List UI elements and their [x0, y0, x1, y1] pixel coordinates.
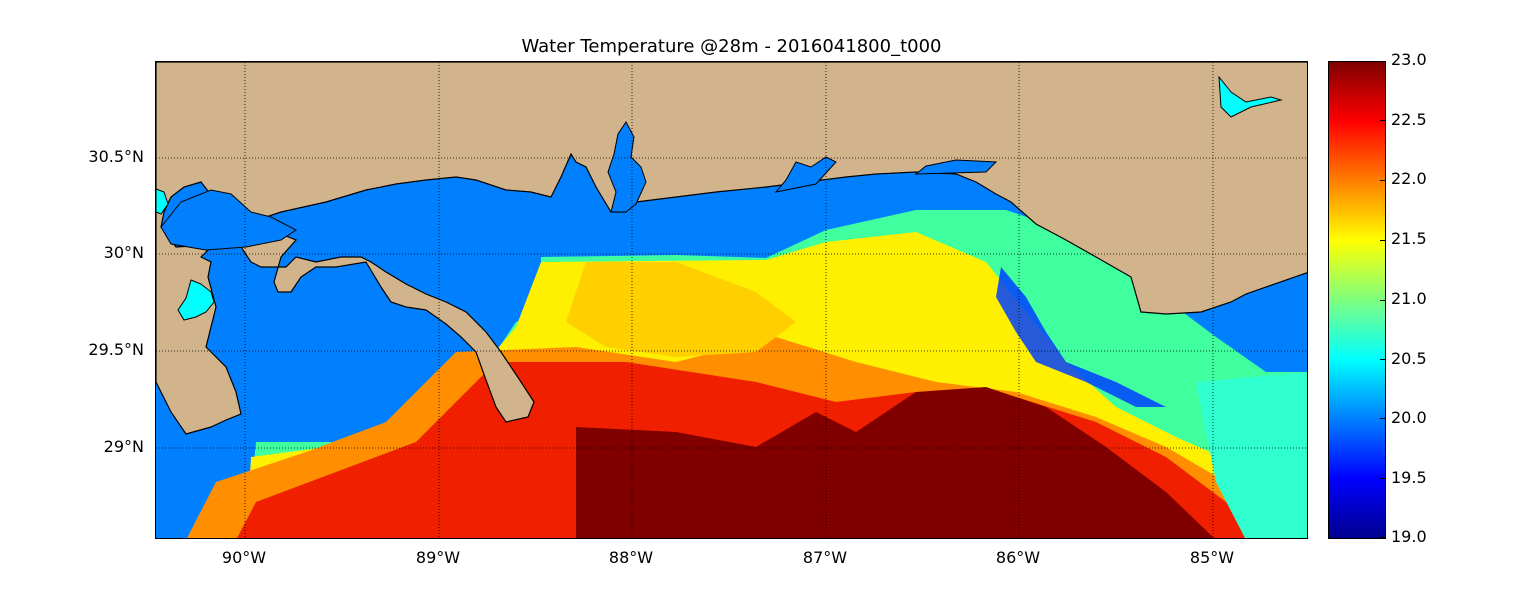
colorbar-tick	[1380, 61, 1386, 62]
colorbar-tick	[1380, 418, 1386, 419]
colorbar-label-22.5: 22.5	[1391, 110, 1427, 129]
map-title: Water Temperature @28m - 2016041800_t000	[521, 36, 942, 57]
temp-band-cool-strip	[996, 267, 1166, 407]
colorbar-tick	[1380, 300, 1386, 301]
mobile-bay	[607, 121, 647, 213]
colorbar-tick	[1380, 537, 1386, 538]
colorbar	[1328, 61, 1386, 539]
colorbar-tick	[1380, 478, 1386, 479]
colorbar-label-20.5: 20.5	[1391, 349, 1427, 368]
temperature-map	[156, 62, 1307, 538]
lon-label-86w: 86°W	[995, 548, 1041, 567]
colorbar-label-20.0: 20.0	[1391, 408, 1427, 427]
colorbar-label-19.0: 19.0	[1391, 527, 1427, 546]
lake-maurepas	[177, 279, 215, 321]
colorbar-label-23.0: 23.0	[1391, 50, 1427, 69]
colorbar-label-21.0: 21.0	[1391, 289, 1427, 308]
colorbar-label-21.5: 21.5	[1391, 229, 1427, 248]
lat-label-30: 30°N	[103, 243, 144, 262]
lon-label-88w: 88°W	[608, 548, 654, 567]
temp-band-east-cyan	[1196, 372, 1307, 538]
colorbar-tick	[1380, 359, 1386, 360]
colorbar-label-22.0: 22.0	[1391, 169, 1427, 188]
choctawhatchee-bay	[914, 159, 998, 175]
lon-label-89w: 89°W	[415, 548, 461, 567]
lon-label-90w: 90°W	[221, 548, 267, 567]
temperature-field	[187, 210, 1307, 538]
map-panel	[155, 61, 1308, 539]
colorbar-tick	[1380, 180, 1386, 181]
lat-label-29.5: 29.5°N	[88, 340, 144, 359]
colorbar-tick	[1380, 240, 1386, 241]
lake-pontchartrain	[160, 189, 297, 251]
colorbar-tick	[1380, 120, 1386, 121]
lat-label-30.5: 30.5°N	[88, 147, 144, 166]
lon-label-85w: 85°W	[1189, 548, 1235, 567]
lake-east	[1218, 75, 1283, 118]
colorbar-label-19.5: 19.5	[1391, 468, 1427, 487]
lat-label-29: 29°N	[103, 437, 144, 456]
temp-band-yellow-patch	[566, 262, 796, 357]
pensacola-bay	[774, 156, 837, 193]
lon-label-87w: 87°W	[802, 548, 848, 567]
graticule	[156, 62, 1307, 538]
lake-west	[156, 188, 169, 215]
temp-band-dark-red	[576, 387, 1214, 538]
